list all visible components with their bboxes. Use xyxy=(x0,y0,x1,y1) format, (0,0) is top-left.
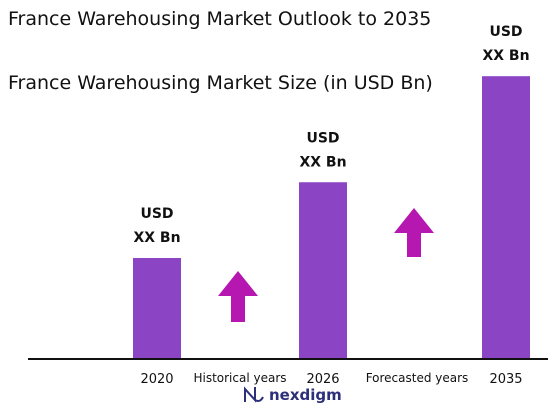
growth-arrow-historical-icon xyxy=(218,271,258,322)
chart-title: France Warehousing Market Outlook to 203… xyxy=(8,8,432,30)
bar-2020 xyxy=(133,258,181,359)
period-label-forecast: Forecasted years xyxy=(366,371,469,385)
bar-value-label-2035-line2: XX Bn xyxy=(482,48,529,64)
bar-value-label-2026-line2: XX Bn xyxy=(299,154,346,170)
bar-2035 xyxy=(482,76,530,359)
bar-value-label-2035-line1: USD xyxy=(489,24,522,40)
logo-text: nexdigm xyxy=(269,386,342,404)
nexdigm-logo-icon xyxy=(244,386,264,403)
x-tick-label-2020: 2020 xyxy=(140,372,173,387)
nexdigm-logo: nexdigm xyxy=(243,384,342,406)
growth-arrow-forecast-icon xyxy=(394,208,434,257)
bar-value-label-2020-line1: USD xyxy=(140,206,173,222)
x-tick-label-2035: 2035 xyxy=(489,372,522,387)
bar-value-label-2020-line2: XX Bn xyxy=(133,230,180,246)
chart-subtitle: France Warehousing Market Size (in USD B… xyxy=(8,72,433,94)
x-tick-label-2026: 2026 xyxy=(306,372,339,387)
bar-value-label-2026-line1: USD xyxy=(306,130,339,146)
bar-2026 xyxy=(299,182,347,359)
period-label-historical: Historical years xyxy=(193,371,286,385)
